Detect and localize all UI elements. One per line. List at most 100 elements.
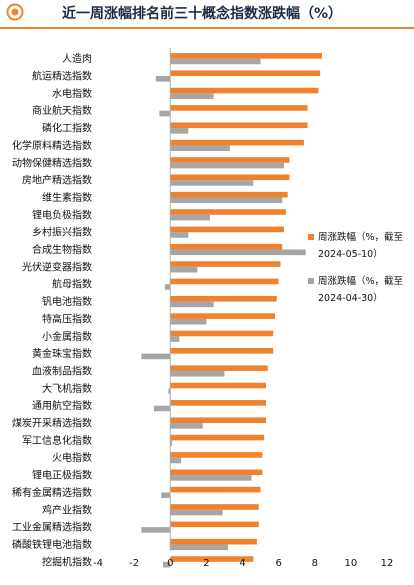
legend-label-line: 2024-04-30）: [318, 292, 383, 304]
legend-label-line: 2024-05-10）: [318, 248, 383, 260]
chart-header: 近一周涨幅排名前三十概念指数涨跌幅（%）: [0, 0, 414, 30]
bar-series-2: [153, 405, 171, 412]
bar-series-1: [170, 521, 259, 528]
bar-series-1: [170, 157, 290, 163]
category-label: 煤炭开采精选指数: [12, 417, 92, 430]
legend-label-line: 周涨跌幅（%，截至: [318, 275, 403, 287]
bar-series-2: [170, 249, 306, 256]
bar-series-1: [170, 209, 286, 215]
bar-series-2: [170, 162, 285, 169]
bar-series-1: [170, 538, 257, 545]
category-label: 黄金珠宝指数: [32, 347, 92, 360]
bar-series-1: [170, 295, 277, 302]
bar-series-1: [170, 87, 319, 94]
category-label: 磷酸铁锂电池指数: [12, 538, 92, 551]
category-label: 合成生物指数: [32, 243, 92, 256]
category-label: 光伏逆变器指数: [22, 260, 92, 273]
x-tick-label: 8: [312, 558, 318, 569]
bar-series-2: [170, 214, 210, 221]
bar-series-1: [170, 261, 281, 267]
legend-label: 周涨跌幅（%，截至 2024-04-30）: [318, 275, 403, 304]
bar-series-2: [170, 457, 182, 464]
bar-series-1: [170, 434, 265, 441]
category-label: 商业航天指数: [32, 104, 92, 117]
bar-series-2: [168, 388, 171, 394]
bar-series-1: [170, 53, 322, 59]
category-label: 特高压指数: [42, 312, 92, 325]
bar-series-1: [170, 105, 308, 111]
chart-title: 近一周涨幅排名前三十概念指数涨跌幅（%）: [62, 6, 343, 22]
bar-series-1: [170, 504, 259, 510]
bar-series-2: [170, 128, 189, 134]
category-label: 房地产精选指数: [22, 174, 92, 187]
category-label: 工业金属精选指数: [12, 521, 92, 534]
bar-series-2: [170, 266, 198, 273]
category-label: 化学原料精选指数: [12, 139, 92, 152]
legend-label: 周涨跌幅（%，截至 2024-05-10）: [318, 231, 403, 260]
bar-series-2: [164, 284, 171, 290]
bar-series-1: [170, 278, 279, 285]
category-label: 挖掘机指数: [42, 555, 92, 568]
bar-series-2: [141, 527, 171, 533]
bar-series-1: [170, 382, 266, 389]
category-label: 航运精选指数: [32, 70, 92, 83]
category-label: 鸡产业指数: [42, 503, 92, 516]
bar-series-1: [170, 417, 266, 424]
category-label: 钒电池指数: [42, 295, 92, 308]
bar-series-2: [155, 76, 171, 82]
category-label: 水电指数: [52, 87, 92, 100]
title-divider: [0, 27, 414, 29]
bar-series-2: [170, 232, 189, 238]
bar-series-2: [170, 58, 261, 65]
bar-series-2: [170, 336, 180, 342]
category-label: 动物保健精选指数: [12, 156, 92, 169]
category-label: 小金属指数: [42, 330, 92, 343]
bar-series-2: [141, 353, 171, 360]
bar-series-1: [170, 486, 261, 493]
bar-series-1: [170, 348, 274, 354]
x-tick-label: 6: [275, 558, 281, 569]
x-tick-label: -4: [93, 558, 103, 569]
x-tick-label: 0: [167, 558, 173, 569]
bar-series-1: [170, 243, 283, 250]
category-label: 血液制品指数: [32, 364, 92, 377]
bar-series-2: [170, 145, 230, 152]
legend-swatch: [308, 234, 314, 240]
bar-series-1: [170, 400, 266, 406]
bar-series-1: [170, 226, 285, 233]
category-label: 大飞机指数: [42, 382, 92, 395]
category-label: 航母指数: [52, 278, 92, 291]
category-label: 火电指数: [52, 451, 92, 464]
bar-series-2: [170, 197, 283, 204]
legend-label-line: 周涨跌幅（%，截至: [318, 231, 403, 243]
category-label: 锂电正极指数: [32, 469, 92, 482]
category-label: 锂电负极指数: [32, 208, 92, 221]
bar-series-2: [170, 423, 203, 429]
legend-swatch: [308, 278, 314, 284]
category-label: 磷化工指数: [42, 122, 92, 135]
x-tick-label: 4: [239, 558, 245, 569]
bar-series-2: [159, 110, 171, 117]
x-tick-label: -2: [129, 558, 139, 569]
target-circle-icon: [6, 3, 24, 21]
bar-series-2: [170, 318, 207, 325]
bar-series-1: [170, 139, 304, 146]
bar-series-1: [170, 174, 290, 181]
bar-series-2: [170, 440, 173, 446]
x-tick-label: 10: [345, 558, 358, 569]
bar-series-1: [170, 122, 308, 129]
category-label: 军工信息化指数: [22, 434, 92, 447]
x-tick-label: 2: [203, 558, 209, 569]
category-label: 稀有金属精选指数: [12, 486, 92, 499]
category-label: 通用航空指数: [32, 399, 92, 412]
category-label: 人造肉: [62, 52, 92, 65]
bar-series-1: [170, 330, 274, 337]
category-label: 乡村振兴指数: [32, 226, 92, 239]
bar-series-1: [170, 313, 276, 319]
bar-series-1: [170, 191, 288, 198]
bar-series-1: [170, 365, 268, 371]
bar-series-2: [170, 93, 214, 99]
bar-series-1: [170, 452, 263, 458]
bar-series-1: [170, 469, 263, 476]
